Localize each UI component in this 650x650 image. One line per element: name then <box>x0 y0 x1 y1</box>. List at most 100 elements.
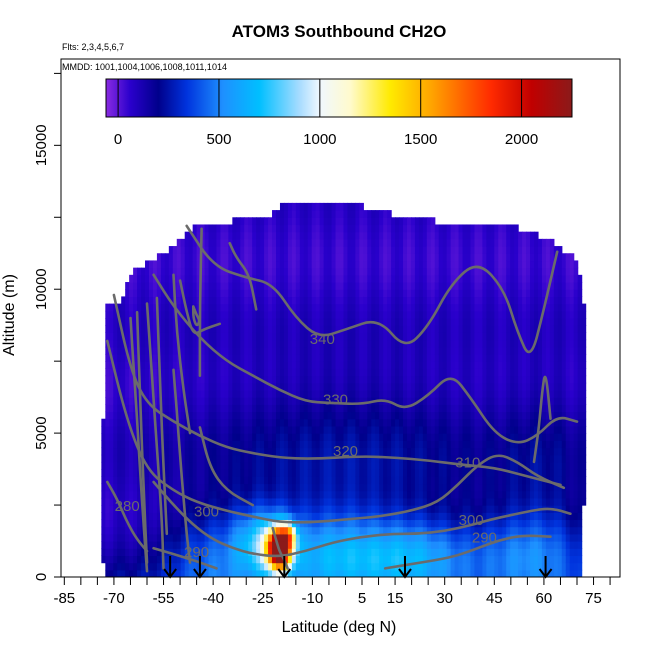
heatmap-cell <box>299 497 305 506</box>
heatmap-cell <box>168 353 174 362</box>
heatmap-cell <box>474 238 480 247</box>
heatmap-cell <box>506 404 511 413</box>
heatmap-cell <box>434 267 440 276</box>
heatmap-cell <box>204 260 210 269</box>
heatmap-cell <box>446 433 452 441</box>
heatmap-cell <box>363 310 368 319</box>
heatmap-cell <box>363 569 368 577</box>
heatmap-cell <box>490 483 495 492</box>
heatmap-cell <box>438 490 444 499</box>
heatmap-cell <box>212 533 218 542</box>
heatmap-cell <box>347 541 353 549</box>
heatmap-cell <box>240 497 245 506</box>
heatmap-cell <box>502 454 507 463</box>
heatmap-cell <box>351 346 356 355</box>
heatmap-cell <box>272 339 277 348</box>
heatmap-cell <box>383 476 388 485</box>
heatmap-cell <box>426 548 432 557</box>
heatmap-cell <box>426 469 432 477</box>
heatmap-cell <box>268 569 273 577</box>
heatmap-cell <box>327 382 333 391</box>
heatmap-cell <box>418 389 424 398</box>
heatmap-cell <box>391 476 396 485</box>
heatmap-cell <box>379 318 384 326</box>
heatmap-cell <box>279 519 285 528</box>
heatmap-cell <box>355 497 360 506</box>
heatmap-cell <box>379 361 384 369</box>
heatmap-cell <box>399 274 404 283</box>
heatmap-cell <box>466 238 472 247</box>
heatmap-cell <box>192 425 198 434</box>
heatmap-cell <box>454 353 460 362</box>
heatmap-cell <box>474 512 480 521</box>
heatmap-cell <box>474 318 480 326</box>
heatmap-cell <box>252 533 257 542</box>
heatmap-cell <box>145 382 150 391</box>
heatmap-cell <box>256 361 261 369</box>
heatmap-cell <box>430 224 436 233</box>
heatmap-cell <box>367 411 372 420</box>
heatmap-cell <box>391 382 396 391</box>
heatmap-cell <box>172 433 178 441</box>
heatmap-cell <box>295 411 301 420</box>
heatmap-cell <box>220 346 225 355</box>
heatmap-cell <box>236 555 241 564</box>
heatmap-cell <box>494 404 499 413</box>
heatmap-cell <box>458 526 464 535</box>
heatmap-cell <box>252 411 257 420</box>
heatmap-cell <box>430 526 436 535</box>
heatmap-cell <box>383 310 388 319</box>
heatmap-cell <box>351 469 356 477</box>
heatmap-cell <box>145 505 150 513</box>
heatmap-cell <box>442 231 448 240</box>
heatmap-cell <box>387 526 392 535</box>
heatmap-cell <box>184 325 190 333</box>
heatmap-cell <box>232 246 237 254</box>
heatmap-cell <box>363 469 368 477</box>
heatmap-cell <box>188 497 194 506</box>
heatmap-cell <box>121 569 126 577</box>
heatmap-cell <box>133 454 138 463</box>
heatmap-cell <box>204 476 210 485</box>
heatmap-cell <box>160 318 166 326</box>
heatmap-cell <box>327 505 333 513</box>
heatmap-cell <box>371 454 376 463</box>
heatmap-cell <box>311 548 317 557</box>
heatmap-cell <box>343 447 349 456</box>
heatmap-cell <box>188 318 194 326</box>
heatmap-cell <box>379 289 384 298</box>
heatmap-cell <box>383 231 388 240</box>
heatmap-cell <box>331 202 337 211</box>
heatmap-cell <box>371 461 376 470</box>
heatmap-cell <box>287 461 293 470</box>
heatmap-cell <box>283 411 289 420</box>
heatmap-cell <box>196 274 202 283</box>
heatmap-cell <box>339 440 345 449</box>
heatmap-cell <box>224 231 229 240</box>
heatmap-cell <box>220 555 225 564</box>
heatmap-cell <box>240 469 245 477</box>
heatmap-cell <box>121 418 126 427</box>
heatmap-cell <box>299 404 305 413</box>
heatmap-cell <box>299 282 305 290</box>
heatmap-cell <box>216 253 222 262</box>
heatmap-cell <box>228 490 233 499</box>
heatmap-cell <box>430 318 436 326</box>
heatmap-cell <box>105 411 110 420</box>
heatmap-cell <box>276 368 281 377</box>
heatmap-cell <box>462 310 468 319</box>
heatmap-cell <box>156 512 162 521</box>
heatmap-cell <box>307 404 313 413</box>
heatmap-cell <box>276 339 281 348</box>
heatmap-cell <box>319 404 325 413</box>
heatmap-cell <box>283 440 289 449</box>
heatmap-cell <box>506 238 511 247</box>
heatmap-cell <box>478 375 483 384</box>
heatmap-cell <box>367 555 372 564</box>
heatmap-cell <box>391 425 396 434</box>
heatmap-cell <box>232 541 237 549</box>
heatmap-cell <box>486 505 491 513</box>
heatmap-cell <box>363 274 368 283</box>
heatmap-cell <box>272 224 277 233</box>
heatmap-cell <box>323 418 329 427</box>
